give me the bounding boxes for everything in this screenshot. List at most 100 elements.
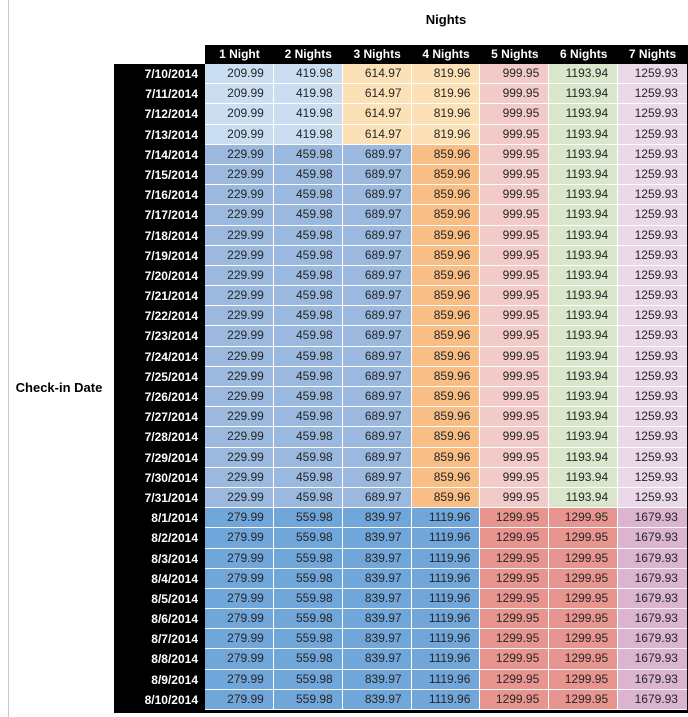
price-cell: 1119.96 bbox=[411, 528, 481, 549]
price-cell: 229.99 bbox=[205, 205, 274, 226]
price-cell: 459.98 bbox=[273, 427, 343, 448]
price-cell: 1193.94 bbox=[549, 104, 619, 125]
price-cell: 419.98 bbox=[273, 64, 343, 85]
date-cell: 8/2/2014 bbox=[114, 528, 205, 549]
price-cell: 459.98 bbox=[273, 225, 343, 246]
price-cell: 1299.95 bbox=[480, 649, 550, 670]
price-cell: 1259.93 bbox=[618, 346, 687, 367]
price-cell: 839.97 bbox=[342, 548, 412, 569]
date-cell: 7/15/2014 bbox=[114, 164, 205, 186]
price-cell: 559.98 bbox=[273, 528, 343, 549]
price-cell: 229.99 bbox=[205, 487, 274, 509]
price-cell: 1299.95 bbox=[549, 548, 619, 569]
price-cell: 229.99 bbox=[205, 164, 274, 186]
price-cell: 1679.93 bbox=[618, 508, 687, 529]
price-cell: 1299.95 bbox=[549, 508, 619, 529]
price-cell: 1119.96 bbox=[411, 629, 481, 650]
price-cell: 209.99 bbox=[205, 124, 274, 145]
price-cell: 279.99 bbox=[205, 689, 274, 710]
price-cell: 1299.95 bbox=[480, 609, 550, 630]
price-cell: 1119.96 bbox=[411, 649, 481, 670]
price-cell: 859.96 bbox=[411, 346, 481, 367]
price-cell: 229.99 bbox=[205, 286, 274, 307]
table-title: Nights bbox=[425, 12, 467, 27]
price-cell: 419.98 bbox=[273, 124, 343, 145]
price-cell: 1259.93 bbox=[618, 326, 687, 347]
price-cell: 689.97 bbox=[342, 144, 412, 165]
price-cell: 1299.95 bbox=[480, 568, 550, 589]
price-cell: 1193.94 bbox=[549, 185, 619, 206]
price-cell: 1299.95 bbox=[480, 528, 550, 549]
price-cell: 1259.93 bbox=[618, 387, 687, 408]
price-cell: 1299.95 bbox=[549, 649, 619, 670]
price-cell: 229.99 bbox=[205, 185, 274, 206]
date-cell: 7/18/2014 bbox=[114, 225, 205, 246]
price-cell: 999.95 bbox=[480, 326, 550, 347]
date-cell: 7/25/2014 bbox=[114, 366, 205, 387]
date-cell: 7/10/2014 bbox=[114, 64, 205, 85]
price-cell: 1259.93 bbox=[618, 185, 687, 206]
price-cell: 999.95 bbox=[480, 164, 550, 186]
price-cell: 459.98 bbox=[273, 205, 343, 226]
date-cell: 7/16/2014 bbox=[114, 185, 205, 206]
price-cell: 229.99 bbox=[205, 467, 274, 488]
price-cell: 459.98 bbox=[273, 306, 343, 327]
price-cell: 1299.95 bbox=[480, 508, 550, 529]
price-cell: 689.97 bbox=[342, 205, 412, 226]
price-cell: 1193.94 bbox=[549, 144, 619, 165]
price-cell: 1299.95 bbox=[480, 629, 550, 650]
price-cell: 859.96 bbox=[411, 447, 481, 468]
price-cell: 1259.93 bbox=[618, 64, 687, 85]
price-cell: 999.95 bbox=[480, 487, 550, 509]
price-cell: 1193.94 bbox=[549, 245, 619, 266]
price-cell: 229.99 bbox=[205, 366, 274, 387]
price-cell: 1259.93 bbox=[618, 144, 687, 165]
price-cell: 1259.93 bbox=[618, 407, 687, 428]
price-cell: 1299.95 bbox=[549, 669, 619, 690]
price-cell: 859.96 bbox=[411, 265, 481, 287]
price-cell: 689.97 bbox=[342, 447, 412, 468]
price-cell: 999.95 bbox=[480, 467, 550, 488]
date-cell: 7/11/2014 bbox=[114, 84, 205, 105]
price-cell: 999.95 bbox=[480, 427, 550, 448]
price-cell: 229.99 bbox=[205, 346, 274, 367]
price-cell: 1193.94 bbox=[549, 265, 619, 287]
price-cell: 1193.94 bbox=[549, 467, 619, 488]
price-cell: 819.96 bbox=[411, 124, 481, 145]
price-cell: 1299.95 bbox=[549, 528, 619, 549]
price-cell: 999.95 bbox=[480, 144, 550, 165]
price-cell: 689.97 bbox=[342, 245, 412, 266]
column-header: 3 Nights bbox=[342, 45, 412, 64]
price-cell: 1193.94 bbox=[549, 84, 619, 105]
price-cell: 689.97 bbox=[342, 185, 412, 206]
price-cell: 459.98 bbox=[273, 407, 343, 428]
price-cell: 1299.95 bbox=[480, 689, 550, 710]
price-cell: 1299.95 bbox=[480, 548, 550, 569]
price-cell: 689.97 bbox=[342, 407, 412, 428]
price-cell: 229.99 bbox=[205, 427, 274, 448]
price-cell: 459.98 bbox=[273, 164, 343, 186]
price-cell: 1259.93 bbox=[618, 124, 687, 145]
price-cell: 1299.95 bbox=[480, 669, 550, 690]
price-cell: 1299.95 bbox=[549, 629, 619, 650]
date-cell: 7/27/2014 bbox=[114, 407, 205, 428]
price-cell: 1259.93 bbox=[618, 286, 687, 307]
price-cell: 839.97 bbox=[342, 568, 412, 589]
price-cell: 859.96 bbox=[411, 286, 481, 307]
price-cell: 1259.93 bbox=[618, 467, 687, 488]
price-cell: 999.95 bbox=[480, 225, 550, 246]
price-cell: 559.98 bbox=[273, 669, 343, 690]
price-cell: 839.97 bbox=[342, 508, 412, 529]
price-cell: 839.97 bbox=[342, 689, 412, 710]
date-cell: 7/26/2014 bbox=[114, 387, 205, 408]
price-cell: 229.99 bbox=[205, 447, 274, 468]
price-cell: 999.95 bbox=[480, 407, 550, 428]
price-cell: 614.97 bbox=[342, 64, 412, 85]
date-cell: 8/6/2014 bbox=[114, 609, 205, 630]
price-cell: 1299.95 bbox=[549, 609, 619, 630]
price-cell: 999.95 bbox=[480, 366, 550, 387]
price-cell: 614.97 bbox=[342, 84, 412, 105]
price-cell: 1193.94 bbox=[549, 346, 619, 367]
price-cell: 1193.94 bbox=[549, 286, 619, 307]
